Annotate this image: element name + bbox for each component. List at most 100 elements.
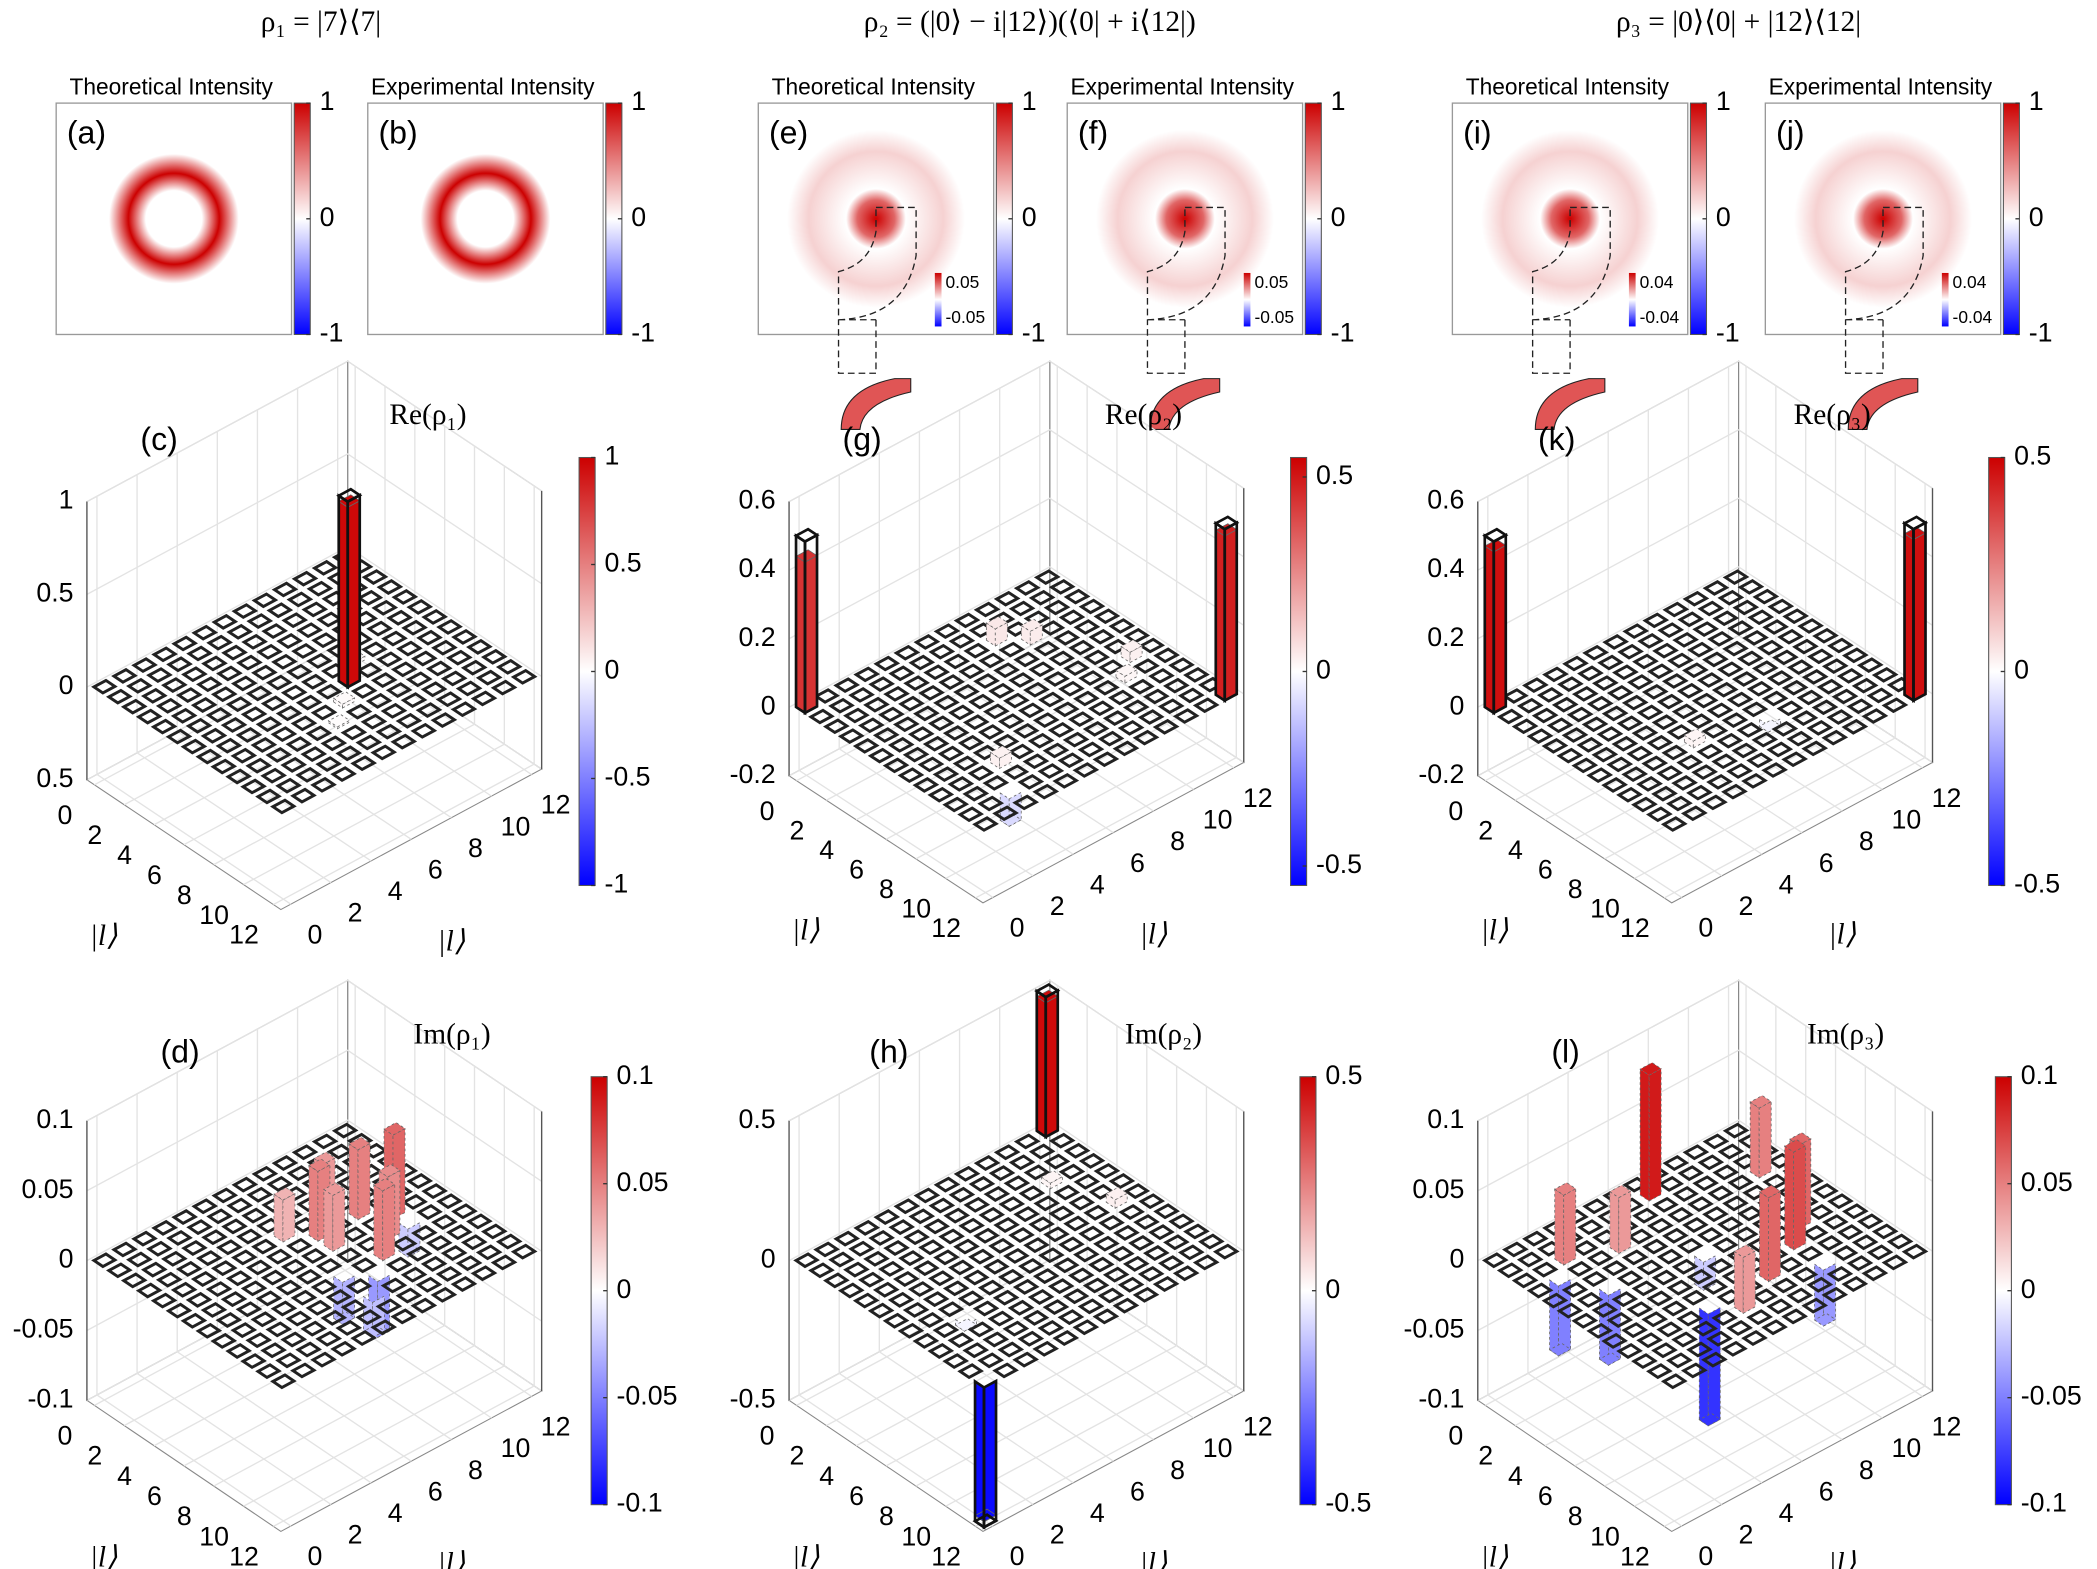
zero-cell	[853, 666, 881, 683]
zero-cell	[1163, 1234, 1190, 1251]
zero-cell	[933, 1249, 960, 1266]
zero-cell	[1801, 740, 1829, 757]
zero-cell	[948, 1259, 975, 1276]
zero-cell	[1732, 599, 1760, 616]
zero-cell	[385, 1256, 413, 1273]
zero-cell	[305, 725, 333, 742]
zero-cell	[1107, 689, 1135, 706]
zero-cell	[1757, 639, 1784, 656]
zero-cell	[843, 1261, 870, 1278]
y-axis-label: |l⟩	[1140, 919, 1168, 951]
zero-cell	[1871, 666, 1899, 683]
zero-cell	[1736, 722, 1764, 738]
zero-cell	[1128, 1234, 1155, 1251]
zero-cell	[1631, 1280, 1659, 1297]
zero-cell	[1682, 590, 1710, 607]
zero-cell	[853, 1219, 881, 1236]
bar-face	[1783, 1139, 1807, 1153]
bar-face	[1224, 528, 1238, 702]
bar-face	[983, 1380, 997, 1523]
zero-cell	[1676, 682, 1704, 699]
colorbar-tick-label: -0.1	[617, 1488, 663, 1518]
z-tick-label: 0.05	[1412, 1174, 1464, 1204]
zero-cell	[375, 723, 403, 740]
zero-cell	[1163, 677, 1190, 694]
zero-cell	[1063, 1142, 1091, 1159]
zero-cell	[275, 1279, 303, 1296]
zero-cell	[1661, 1227, 1689, 1244]
zero-cell	[455, 1255, 483, 1272]
zero-cell	[140, 1261, 168, 1278]
zero-cell	[1637, 633, 1664, 649]
x-tick-label: 6	[1538, 1481, 1553, 1511]
intensity-pattern	[1789, 125, 1977, 313]
zero-cell	[466, 638, 493, 655]
zero-cell	[923, 1218, 951, 1235]
zero-cell	[942, 725, 970, 741]
zero-cell	[858, 1271, 885, 1288]
zero-cell	[290, 1362, 317, 1379]
zero-cell	[195, 748, 223, 765]
zero-cell	[1087, 700, 1115, 717]
zero-cell	[350, 1330, 377, 1347]
zero-cell	[1057, 752, 1085, 769]
y-tick-label: 10	[1892, 805, 1922, 835]
zero-cell	[813, 688, 840, 704]
zero-cell	[1686, 784, 1713, 801]
zero-cell	[1801, 669, 1829, 685]
colorbar-tick-label: -0.5	[604, 762, 650, 792]
zero-cell	[1687, 641, 1714, 658]
zero-cell	[495, 1233, 523, 1250]
zero-cell	[1671, 703, 1699, 720]
zero-cell	[250, 1311, 278, 1328]
zero-cell	[1716, 661, 1744, 678]
zero-cell	[166, 656, 193, 673]
y-axis-label: |l⟩	[437, 1547, 465, 1569]
zero-cell	[992, 1289, 1020, 1306]
zero-cell	[1631, 725, 1659, 741]
zero-cell	[1682, 662, 1709, 679]
zero-cell	[1737, 579, 1765, 595]
zero-cell	[1631, 796, 1658, 813]
bar	[989, 745, 1013, 770]
zero-cell	[1557, 676, 1584, 693]
zero-cell	[1536, 687, 1564, 703]
zero-cell	[1661, 744, 1689, 761]
zero-cell	[240, 1353, 267, 1370]
bar	[1609, 1184, 1632, 1255]
y-axis-label: |l⟩	[1828, 1547, 1856, 1569]
zero-cell	[170, 707, 198, 724]
zero-cell	[1072, 1319, 1100, 1336]
zero-cell	[126, 677, 153, 694]
zero-cell	[1128, 678, 1155, 695]
zero-cell	[146, 1240, 173, 1257]
zero-cell	[1022, 1309, 1050, 1326]
zero-cell	[1032, 783, 1060, 800]
bar	[985, 616, 1009, 647]
zero-cell	[1566, 1260, 1594, 1277]
zero-cell	[1662, 601, 1690, 618]
zero-cell	[1721, 783, 1748, 800]
zero-cell	[410, 722, 438, 739]
zero-cell	[1067, 711, 1095, 727]
zero-cell	[1042, 742, 1070, 759]
panel-title: Re(ρ₁)	[389, 399, 466, 431]
zero-cell	[200, 1301, 228, 1318]
zero-cell	[888, 665, 916, 682]
zero-cell	[1002, 764, 1030, 780]
zero-cell	[1746, 1309, 1774, 1326]
zero-cell	[977, 1352, 1005, 1369]
zero-cell	[91, 678, 118, 695]
zero-cell	[155, 1271, 183, 1288]
zero-cell	[1692, 1175, 1719, 1192]
zero-cell	[1113, 1224, 1140, 1241]
theory-bar-face	[793, 527, 820, 544]
zero-cell	[1542, 666, 1569, 683]
zero-cell	[1043, 599, 1071, 616]
theory-bar-face	[972, 1513, 999, 1529]
y-tick-label: 0	[308, 1541, 323, 1569]
bar	[795, 549, 818, 714]
zero-cell	[1122, 699, 1150, 716]
zero-cell	[1122, 1255, 1150, 1272]
bar-face	[1548, 1342, 1572, 1357]
